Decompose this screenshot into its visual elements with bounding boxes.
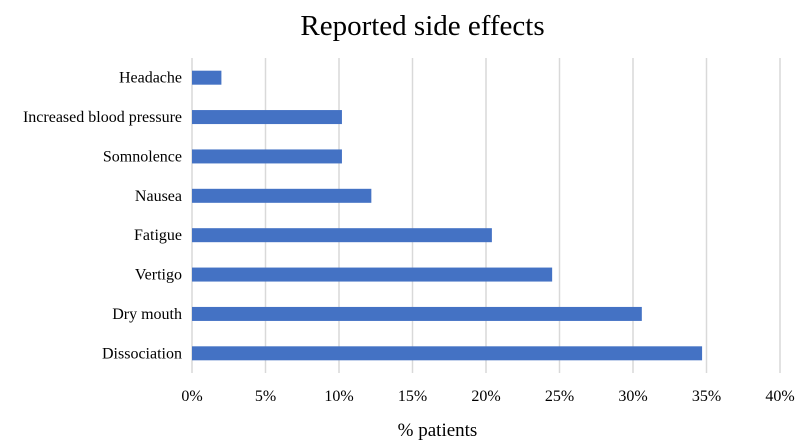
x-tick-label: 25% [545,388,574,405]
y-tick-label: Increased blood pressure [23,109,182,126]
y-tick-label: Dry mouth [112,306,182,323]
bar-fatigue [192,228,492,243]
bar-nausea [192,188,372,203]
x-tick-label: 35% [692,388,721,405]
bar-increased-blood-pressure [192,110,342,125]
x-tick-label: 10% [324,388,353,405]
x-tick-label: 0% [181,388,202,405]
y-tick-label: Vertigo [135,267,182,284]
y-tick-label: Fatigue [134,227,182,244]
x-tick-label: 15% [398,388,427,405]
x-tick-label: 30% [618,388,647,405]
chart-title: Reported side effects [300,10,545,42]
x-tick-label: 5% [255,388,276,405]
bar-headache [192,70,222,85]
y-tick-label: Headache [119,70,182,87]
y-tick-label: Dissociation [102,345,182,362]
bar-somnolence [192,149,342,164]
bar-vertigo [192,267,553,282]
bar-dissociation [192,346,703,361]
x-axis-label: % patients [397,420,478,441]
x-tick-label: 20% [471,388,500,405]
x-tick-label: 40% [765,388,794,405]
y-tick-label: Somnolence [103,148,182,165]
bar-dry-mouth [192,306,642,321]
y-tick-label: Nausea [135,188,182,205]
